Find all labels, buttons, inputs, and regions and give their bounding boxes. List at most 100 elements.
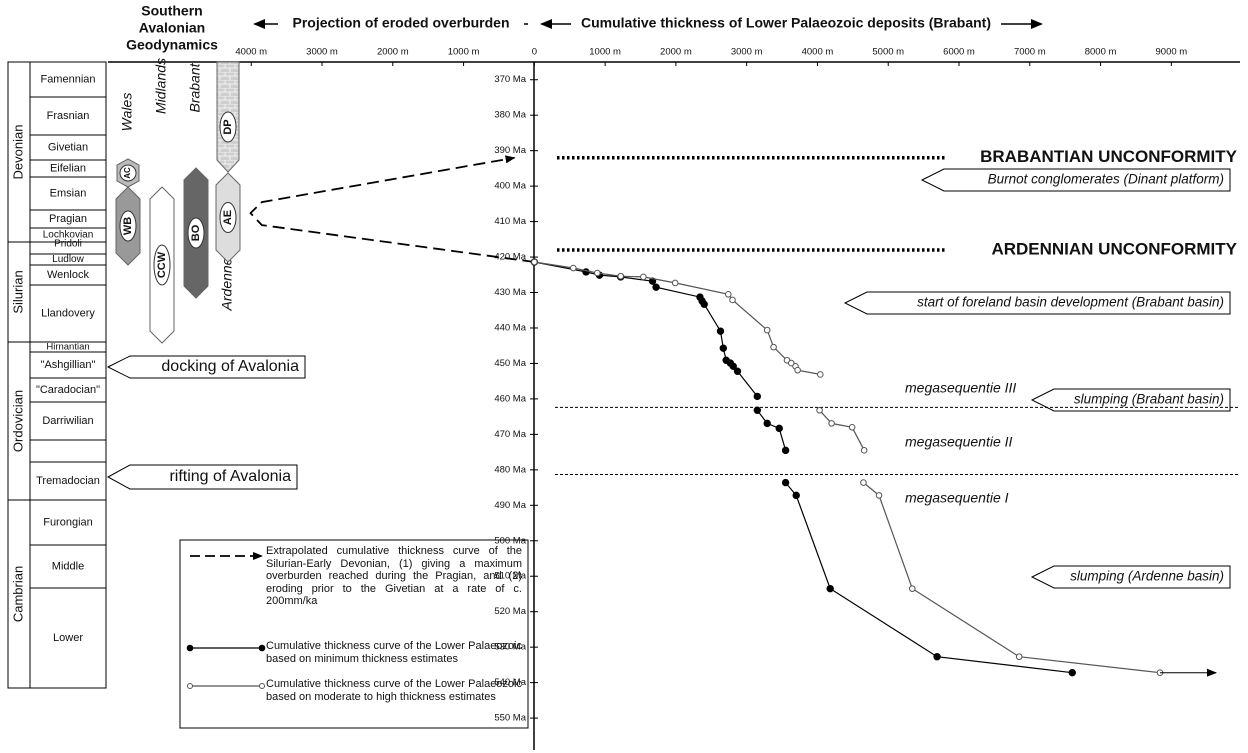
stage-label: Givetian <box>48 141 88 153</box>
data-point <box>849 424 855 430</box>
y-tick-label: 420 Ma <box>494 252 526 263</box>
data-point <box>717 328 723 334</box>
data-point <box>754 393 760 399</box>
x-tick-label: 4000 m <box>802 47 834 58</box>
stage-label: Pragian <box>49 213 87 225</box>
x-tick-label: 8000 m <box>1085 47 1117 58</box>
data-point <box>618 273 624 279</box>
stage-label: Frasnian <box>47 110 90 122</box>
y-tick-label: 390 Ma <box>494 145 526 156</box>
x-tick-label: 7000 m <box>1014 47 1046 58</box>
x-tick-label: 3000 m <box>306 47 338 58</box>
stage-label: Tremadocian <box>36 475 100 487</box>
legend-entry: Cumulative thickness curve of the Lower … <box>266 678 522 724</box>
legend-label: Extrapolated cumulative thickness curve … <box>266 545 522 608</box>
data-point <box>782 479 788 485</box>
stage-label: Llandovery <box>41 307 95 319</box>
data-point <box>570 265 576 271</box>
header: Southern Avalonian Geodynamics Projectio… <box>126 3 1043 53</box>
stage-label: Middle <box>52 560 84 572</box>
data-point <box>934 654 940 660</box>
y-tick-label: 430 Ma <box>494 287 526 298</box>
y-tick-label: 440 Ma <box>494 322 526 333</box>
legend-marker <box>260 684 265 689</box>
data-point <box>817 372 823 378</box>
data-point <box>1069 669 1075 675</box>
callout-label: docking of Avalonia <box>161 358 299 375</box>
data-point <box>701 301 707 307</box>
unit-label: DP <box>222 119 234 134</box>
unconformity-label: ARDENNIAN UNCONFORMITY <box>991 239 1237 258</box>
x-tick-label: 5000 m <box>872 47 904 58</box>
y-tick-label: 400 Ma <box>494 181 526 192</box>
arrow-head <box>253 19 265 29</box>
y-tick-label: 380 Ma <box>494 110 526 121</box>
data-point <box>641 274 647 280</box>
data-point <box>782 447 788 453</box>
data-point <box>720 345 726 351</box>
unit-label: BO <box>190 224 202 241</box>
data-point <box>725 291 731 297</box>
x-tick-label: 1000 m <box>448 47 480 58</box>
data-point <box>532 259 538 265</box>
legend-marker <box>259 645 265 651</box>
y-tick-label: 490 Ma <box>494 500 526 511</box>
region-label: Ardenne <box>219 257 235 311</box>
data-point <box>595 270 601 276</box>
period-label: Ordovician <box>10 390 25 452</box>
data-point <box>764 327 770 333</box>
callout-label: start of foreland basin development (Bra… <box>917 295 1224 310</box>
stage-label: Furongian <box>43 516 93 528</box>
stage-label: Pridoli <box>54 239 82 250</box>
period-label: Cambrian <box>10 566 25 622</box>
series-line <box>251 158 535 262</box>
data-point <box>795 367 801 373</box>
stage-label: Hirnantian <box>46 342 89 353</box>
y-tick-label: 460 Ma <box>494 393 526 404</box>
data-point <box>754 407 760 413</box>
data-point <box>861 448 867 454</box>
y-tick-label: 370 Ma <box>494 74 526 85</box>
data-point <box>909 586 915 592</box>
data-point <box>876 493 882 499</box>
x-tick-label: 2000 m <box>377 47 409 58</box>
header-line: Southern <box>141 3 202 19</box>
x-tick-label: 9000 m <box>1156 47 1188 58</box>
unit-label: CCW <box>156 251 168 278</box>
stage-label: "Caradocian" <box>36 384 100 396</box>
page: Southern Avalonian Geodynamics Projectio… <box>0 0 1248 753</box>
x-tick-label: 6000 m <box>943 47 975 58</box>
stage-label: Darriwilian <box>42 415 93 427</box>
callout-label: Burnot conglomerates (Dinant platform) <box>988 172 1224 187</box>
period-label: Silurian <box>10 270 25 313</box>
x-tick-label: 4000 m <box>235 47 267 58</box>
header-line: Avalonian <box>139 20 205 36</box>
data-point <box>829 421 835 427</box>
region-label: Midlands <box>153 58 169 114</box>
megasequence-label: megasequentie I <box>905 490 1009 506</box>
data-point <box>817 407 823 413</box>
data-point <box>793 492 799 498</box>
legend-entry: Extrapolated cumulative thickness curve … <box>266 545 522 631</box>
y-tick-label: 450 Ma <box>494 358 526 369</box>
legend-label: Cumulative thickness curve of the Lower … <box>266 678 522 703</box>
callout-label: slumping (Ardenne basin) <box>1070 569 1224 584</box>
data-point <box>764 420 770 426</box>
period-label: Devonian <box>10 125 25 180</box>
data-point <box>730 297 736 303</box>
y-tick-label: 470 Ma <box>494 429 526 440</box>
series-line <box>534 262 1072 673</box>
y-tick-label: 480 Ma <box>494 464 526 475</box>
data-point <box>776 425 782 431</box>
megasequence-label: megasequentie II <box>905 434 1013 450</box>
x-tick-label: 2000 m <box>660 47 692 58</box>
legend-label: Cumulative thickness curve of the Lower … <box>266 640 522 665</box>
arrow-head <box>540 19 552 29</box>
arrow-head <box>1031 19 1043 29</box>
data-point <box>653 284 659 290</box>
data-point <box>771 344 777 350</box>
megasequence-label: megasequentie III <box>905 380 1016 396</box>
x-tick-label: 0 <box>532 47 537 58</box>
callout-label: slumping (Brabant basin) <box>1074 392 1224 407</box>
unit-label: AC <box>123 167 132 179</box>
